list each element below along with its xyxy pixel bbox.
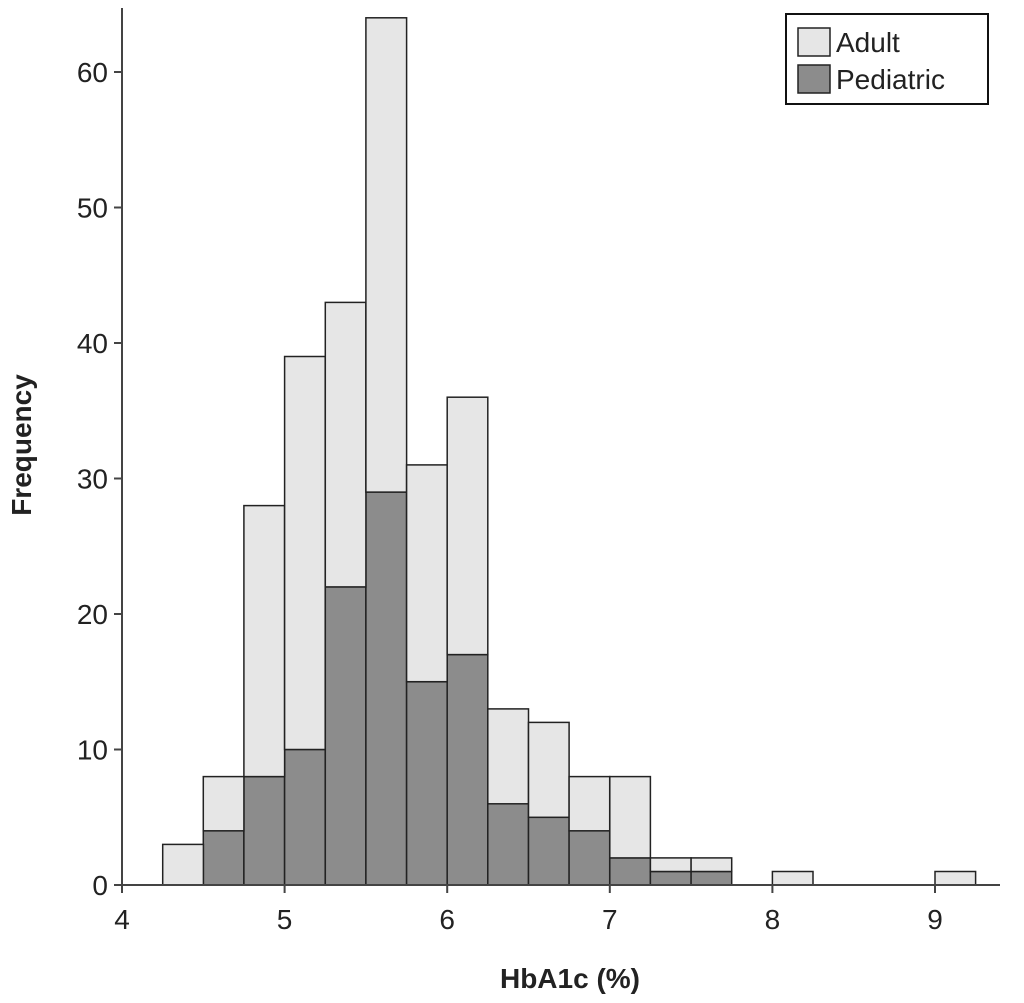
- bar-adult-5.75: [405, 464, 448, 683]
- bar-pediatric-5.5: [365, 491, 408, 886]
- bar-adult-5.5: [365, 17, 408, 493]
- x-tick-label-8: 8: [765, 904, 781, 935]
- y-tick-label-20: 20: [77, 599, 108, 630]
- y-tick-label-60: 60: [77, 57, 108, 88]
- bar-adult-7: [609, 775, 652, 859]
- bar-pediatric-7: [609, 857, 652, 886]
- bar-adult-6.5: [527, 721, 570, 819]
- bar-adult-6.75: [568, 775, 611, 832]
- y-tick-label-40: 40: [77, 328, 108, 359]
- bar-adult-6.25: [487, 708, 530, 805]
- bar-pediatric-6: [446, 653, 489, 886]
- x-axis-title: HbA1c (%): [500, 963, 640, 994]
- y-tick-label-50: 50: [77, 193, 108, 224]
- x-tick-label-4: 4: [114, 904, 130, 935]
- bar-pediatric-4.75: [243, 775, 286, 886]
- y-tick-label-10: 10: [77, 735, 108, 766]
- y-tick-label-0: 0: [92, 870, 108, 901]
- x-tick-label-7: 7: [602, 904, 618, 935]
- bar-adult-4.25: [161, 843, 205, 886]
- ticks-layer: 0 10 20 30 40 50 60 4 5 6 7 8 9: [77, 57, 943, 935]
- legend-swatch-adult: [797, 27, 831, 57]
- bar-pediatric-5.25: [324, 586, 367, 886]
- y-axis-title: Frequency: [6, 374, 37, 516]
- bar-pediatric-6.25: [487, 802, 530, 886]
- bar-adult-7.5: [690, 857, 733, 873]
- bar-pediatric-7.5: [690, 870, 733, 886]
- bar-adult-9: [934, 870, 977, 886]
- y-tick-label-30: 30: [77, 464, 108, 495]
- legend: Adult Pediatric: [785, 13, 989, 105]
- legend-label-adult: Adult: [836, 27, 900, 58]
- bars-layer: [161, 17, 977, 886]
- bar-adult-4.75: [243, 504, 286, 778]
- x-tick-label-9: 9: [927, 904, 943, 935]
- legend-swatch-pediatric: [797, 64, 831, 94]
- axes-layer: [121, 8, 1000, 886]
- bar-pediatric-4.5: [202, 830, 245, 886]
- bar-adult-6: [446, 396, 489, 656]
- bar-pediatric-7.25: [649, 870, 692, 886]
- bar-pediatric-6.75: [568, 830, 611, 886]
- x-tick-label-6: 6: [439, 904, 455, 935]
- x-tick-label-5: 5: [277, 904, 293, 935]
- legend-label-pediatric: Pediatric: [836, 64, 945, 95]
- bar-pediatric-5: [283, 748, 326, 886]
- bar-adult-4.5: [202, 775, 245, 832]
- bar-adult-7.25: [649, 857, 692, 873]
- bar-adult-5.25: [324, 301, 367, 588]
- bar-pediatric-6.5: [527, 816, 570, 886]
- bar-pediatric-5.75: [405, 681, 448, 886]
- bar-adult-5: [283, 355, 326, 751]
- bar-adult-8: [771, 870, 814, 886]
